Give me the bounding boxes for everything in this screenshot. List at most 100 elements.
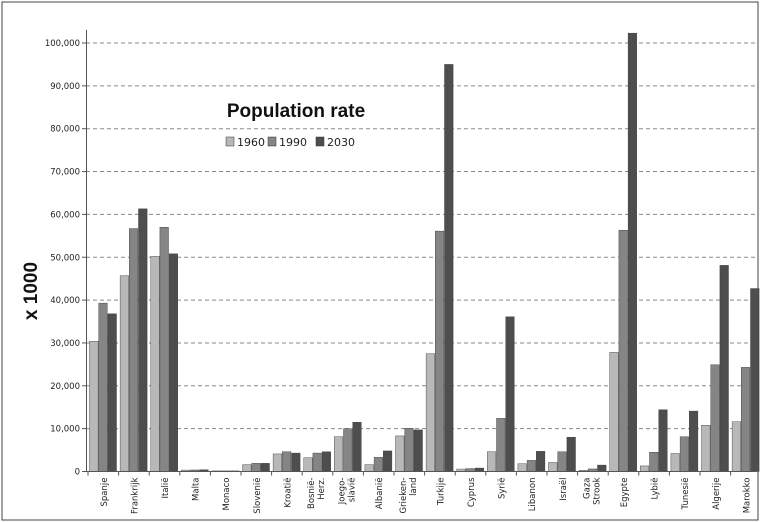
category-label: Egypte bbox=[620, 478, 630, 508]
category-label: Joego- bbox=[338, 478, 348, 506]
bar-1960-italië bbox=[150, 256, 160, 472]
bar-1960-lybië bbox=[640, 465, 650, 472]
bar-2030-tunesië bbox=[689, 410, 699, 472]
bar-1960-algerije bbox=[701, 425, 711, 472]
bars bbox=[89, 32, 760, 472]
bar-1990-kroatië bbox=[282, 451, 292, 472]
bar-1990-bosnië-herz- bbox=[312, 452, 322, 472]
legend: 1960 1990 2030 bbox=[225, 136, 355, 149]
bar-1990-turkije bbox=[435, 230, 445, 472]
legend-label-1990: 1990 bbox=[279, 136, 307, 149]
y-tick-label: 30,000 bbox=[50, 339, 80, 349]
y-tick-label: 100,000 bbox=[45, 39, 80, 49]
bar-1990-marokko bbox=[741, 367, 751, 472]
y-tick-label: 40,000 bbox=[50, 296, 80, 306]
category-label: land bbox=[409, 478, 419, 496]
bar-1990-grieken-land bbox=[404, 428, 414, 472]
grid-lines bbox=[86, 42, 756, 430]
bar-1960-israël bbox=[548, 462, 558, 472]
category-label: Syrië bbox=[498, 478, 508, 500]
category-label: Herz. bbox=[317, 478, 327, 500]
bar-1990-tunesië bbox=[679, 436, 689, 472]
bar-2030-marokko bbox=[750, 288, 760, 472]
legend-swatch-1960 bbox=[225, 136, 235, 147]
bar-2030-frankrijk bbox=[138, 208, 148, 472]
y-tick-label: 20,000 bbox=[50, 382, 80, 392]
category-label: Lybië bbox=[651, 478, 661, 500]
bar-2030-lybië bbox=[658, 409, 668, 472]
category-label: Slovenië bbox=[253, 478, 263, 514]
category-label: Israël bbox=[559, 478, 569, 501]
y-tick-label: 50,000 bbox=[50, 253, 80, 263]
category-label: Libanon bbox=[528, 478, 538, 512]
category-label: Tunesië bbox=[681, 478, 691, 511]
bar-2030-turkije bbox=[444, 64, 454, 472]
category-label: Malta bbox=[192, 478, 202, 501]
category-label: Strook bbox=[592, 477, 602, 504]
category-label: Cyprus bbox=[467, 477, 477, 507]
bar-1960-libanon bbox=[517, 463, 527, 472]
y-axis-ticks: 0 10,000 20,000 30,000 40,000 50,000 60,000 70,… bbox=[45, 39, 86, 478]
bar-1990-slovenië bbox=[251, 463, 261, 472]
bar-1960-slovenië bbox=[242, 464, 252, 472]
bar-1960-tunesië bbox=[670, 453, 680, 472]
bar-2030-grieken-land bbox=[413, 429, 423, 472]
bar-1990-israël bbox=[557, 451, 567, 472]
bar-2030-libanon bbox=[536, 451, 546, 472]
y-tick-label: 90,000 bbox=[50, 82, 80, 92]
bar-2030-joego-slavië bbox=[352, 422, 362, 472]
bar-1990-syrië bbox=[496, 418, 506, 472]
category-label: Kroatië bbox=[283, 478, 293, 508]
bar-1990-albanië bbox=[373, 457, 383, 472]
bar-2030-slovenië bbox=[260, 463, 270, 472]
y-tick-label: 80,000 bbox=[50, 125, 80, 135]
category-label: Monaco bbox=[222, 478, 232, 511]
bar-1990-frankrijk bbox=[129, 228, 139, 472]
bar-2030-algerije bbox=[719, 265, 729, 472]
y-axis-label: x 1000 bbox=[21, 262, 42, 320]
category-label: Grieken- bbox=[399, 478, 409, 514]
bar-2030-kroatië bbox=[291, 452, 301, 472]
category-labels: Spanje Frankrijk Italië Malta Monaco Slovenië… bbox=[87, 471, 752, 514]
category-label: Italië bbox=[161, 478, 171, 499]
bar-2030-bosnië-herz- bbox=[321, 451, 331, 472]
bar-2030-spanje bbox=[107, 313, 117, 472]
legend-swatch-2030 bbox=[315, 136, 325, 147]
y-tick-label: 10,000 bbox=[50, 425, 80, 435]
bar-2030-israël bbox=[566, 437, 576, 472]
category-label: Turkije bbox=[436, 478, 446, 507]
y-tick-label: 0 bbox=[75, 468, 80, 478]
bar-1990-lybië bbox=[649, 452, 659, 472]
bar-1990-italië bbox=[159, 227, 169, 472]
y-tick-label: 60,000 bbox=[50, 210, 80, 220]
bar-1960-kroatië bbox=[272, 453, 282, 472]
bar-2030-cyprus bbox=[474, 467, 484, 472]
bar-1960-egypte bbox=[609, 352, 619, 472]
bar-1990-algerije bbox=[710, 364, 720, 472]
bar-1960-syrië bbox=[487, 451, 497, 472]
bar-2030-albanië bbox=[383, 450, 393, 472]
bar-2030-egypte bbox=[627, 32, 637, 472]
bar-2030-italië bbox=[168, 253, 178, 472]
bar-1960-grieken-land bbox=[395, 435, 405, 472]
bar-1990-egypte bbox=[618, 230, 628, 472]
category-label: Albanië bbox=[375, 478, 385, 510]
bar-1990-libanon bbox=[526, 460, 536, 472]
category-label: Marokko bbox=[742, 478, 752, 514]
chart-title: Population rate bbox=[227, 101, 365, 122]
bar-1960-albanië bbox=[364, 464, 374, 472]
bar-1960-spanje bbox=[89, 341, 99, 472]
bar-1960-turkije bbox=[425, 353, 435, 472]
bar-1960-joego-slavië bbox=[334, 436, 344, 472]
bar-2030-syrië bbox=[505, 316, 515, 472]
category-label: Algerije bbox=[712, 478, 722, 510]
bar-1990-joego-slavië bbox=[343, 428, 353, 472]
category-label: Bosnië- bbox=[307, 478, 317, 510]
bar-1990-spanje bbox=[98, 302, 108, 472]
bar-1960-bosnië-herz- bbox=[303, 457, 313, 472]
category-label: Spanje bbox=[100, 478, 110, 507]
legend-label-1960: 1960 bbox=[237, 136, 265, 149]
bar-1960-frankrijk bbox=[119, 275, 129, 472]
